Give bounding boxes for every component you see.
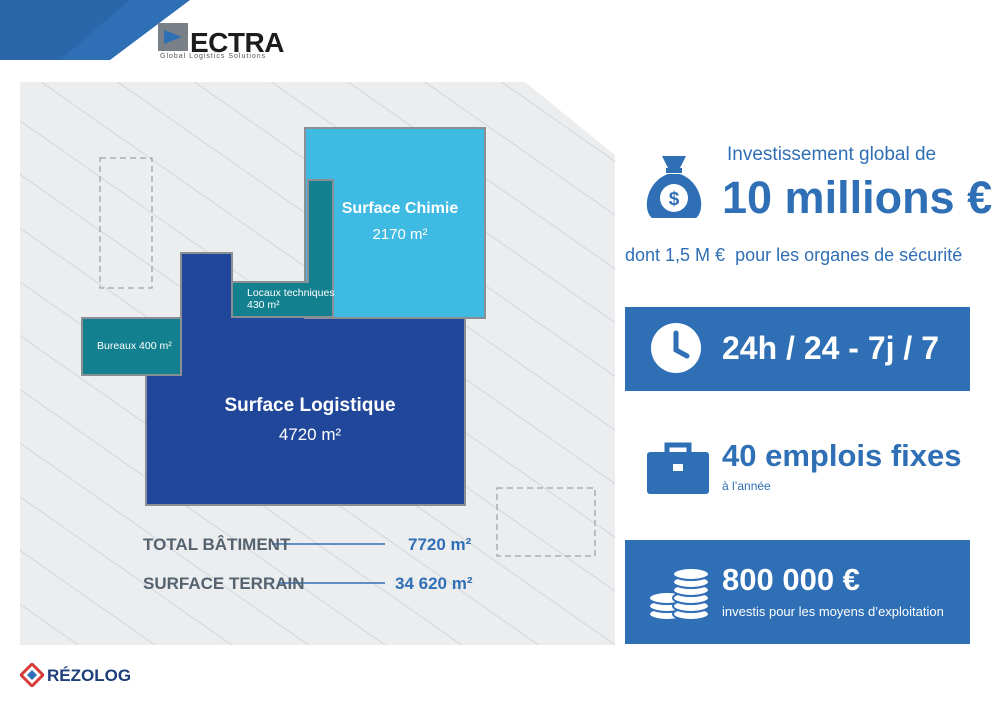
surface-chimie-block bbox=[304, 127, 486, 319]
brand-tagline: Global Logistics Solutions bbox=[160, 53, 267, 60]
locaux-name: Locaux techniques bbox=[247, 287, 335, 299]
total-batiment-label: TOTAL BÂTIMENT bbox=[143, 535, 291, 554]
rezolog-logo-icon bbox=[20, 663, 44, 687]
clock-icon bbox=[651, 323, 701, 373]
coins-icon bbox=[648, 567, 710, 621]
investment-detail: dont 1,5 M € pour les organes de sécurit… bbox=[625, 245, 963, 265]
brand-name: ECTRA bbox=[190, 27, 284, 58]
locaux-area: 430 m² bbox=[247, 299, 280, 311]
corner-decoration bbox=[0, 0, 190, 60]
surface-terrain-value: 34 620 m² bbox=[395, 574, 473, 593]
briefcase-icon bbox=[647, 442, 709, 494]
parking-right-outline bbox=[496, 487, 596, 557]
ops-amount: 800 000 € bbox=[722, 562, 860, 597]
chimie-label: Surface Chimie 2170 m² bbox=[340, 200, 460, 243]
parking-left-outline bbox=[99, 157, 153, 289]
money-bag-icon: $ bbox=[646, 156, 702, 218]
surface-terrain-label: SURFACE TERRAIN bbox=[143, 574, 305, 593]
chimie-area: 2170 m² bbox=[372, 226, 428, 243]
investment-intro: Investissement global de bbox=[727, 144, 937, 165]
jobs-title: 40 emplois fixes bbox=[722, 438, 962, 473]
rezolog-name: RÉZOLOG bbox=[47, 666, 132, 685]
hours-text: 24h / 24 - 7j / 7 bbox=[722, 330, 939, 366]
locaux-label: Locaux techniques 430 m² bbox=[247, 287, 335, 311]
locaux-techniques-block bbox=[231, 179, 334, 318]
logistique-name: Surface Logistique bbox=[224, 395, 396, 416]
investment-amount: 10 millions € bbox=[722, 172, 993, 223]
svg-text:$: $ bbox=[669, 189, 680, 210]
ectra-logo bbox=[158, 23, 188, 51]
total-batiment-value: 7720 m² bbox=[408, 535, 472, 554]
chimie-name: Surface Chimie bbox=[341, 200, 459, 217]
ops-sub: investis pour les moyens d’exploitation bbox=[722, 604, 944, 619]
logistique-label: Surface Logistique 4720 m² bbox=[205, 395, 415, 445]
bureaux-block bbox=[81, 317, 182, 376]
bureaux-label: Bureaux 400 m² bbox=[97, 340, 172, 352]
logistique-area: 4720 m² bbox=[278, 425, 342, 444]
jobs-sub: à l’année bbox=[722, 479, 771, 493]
